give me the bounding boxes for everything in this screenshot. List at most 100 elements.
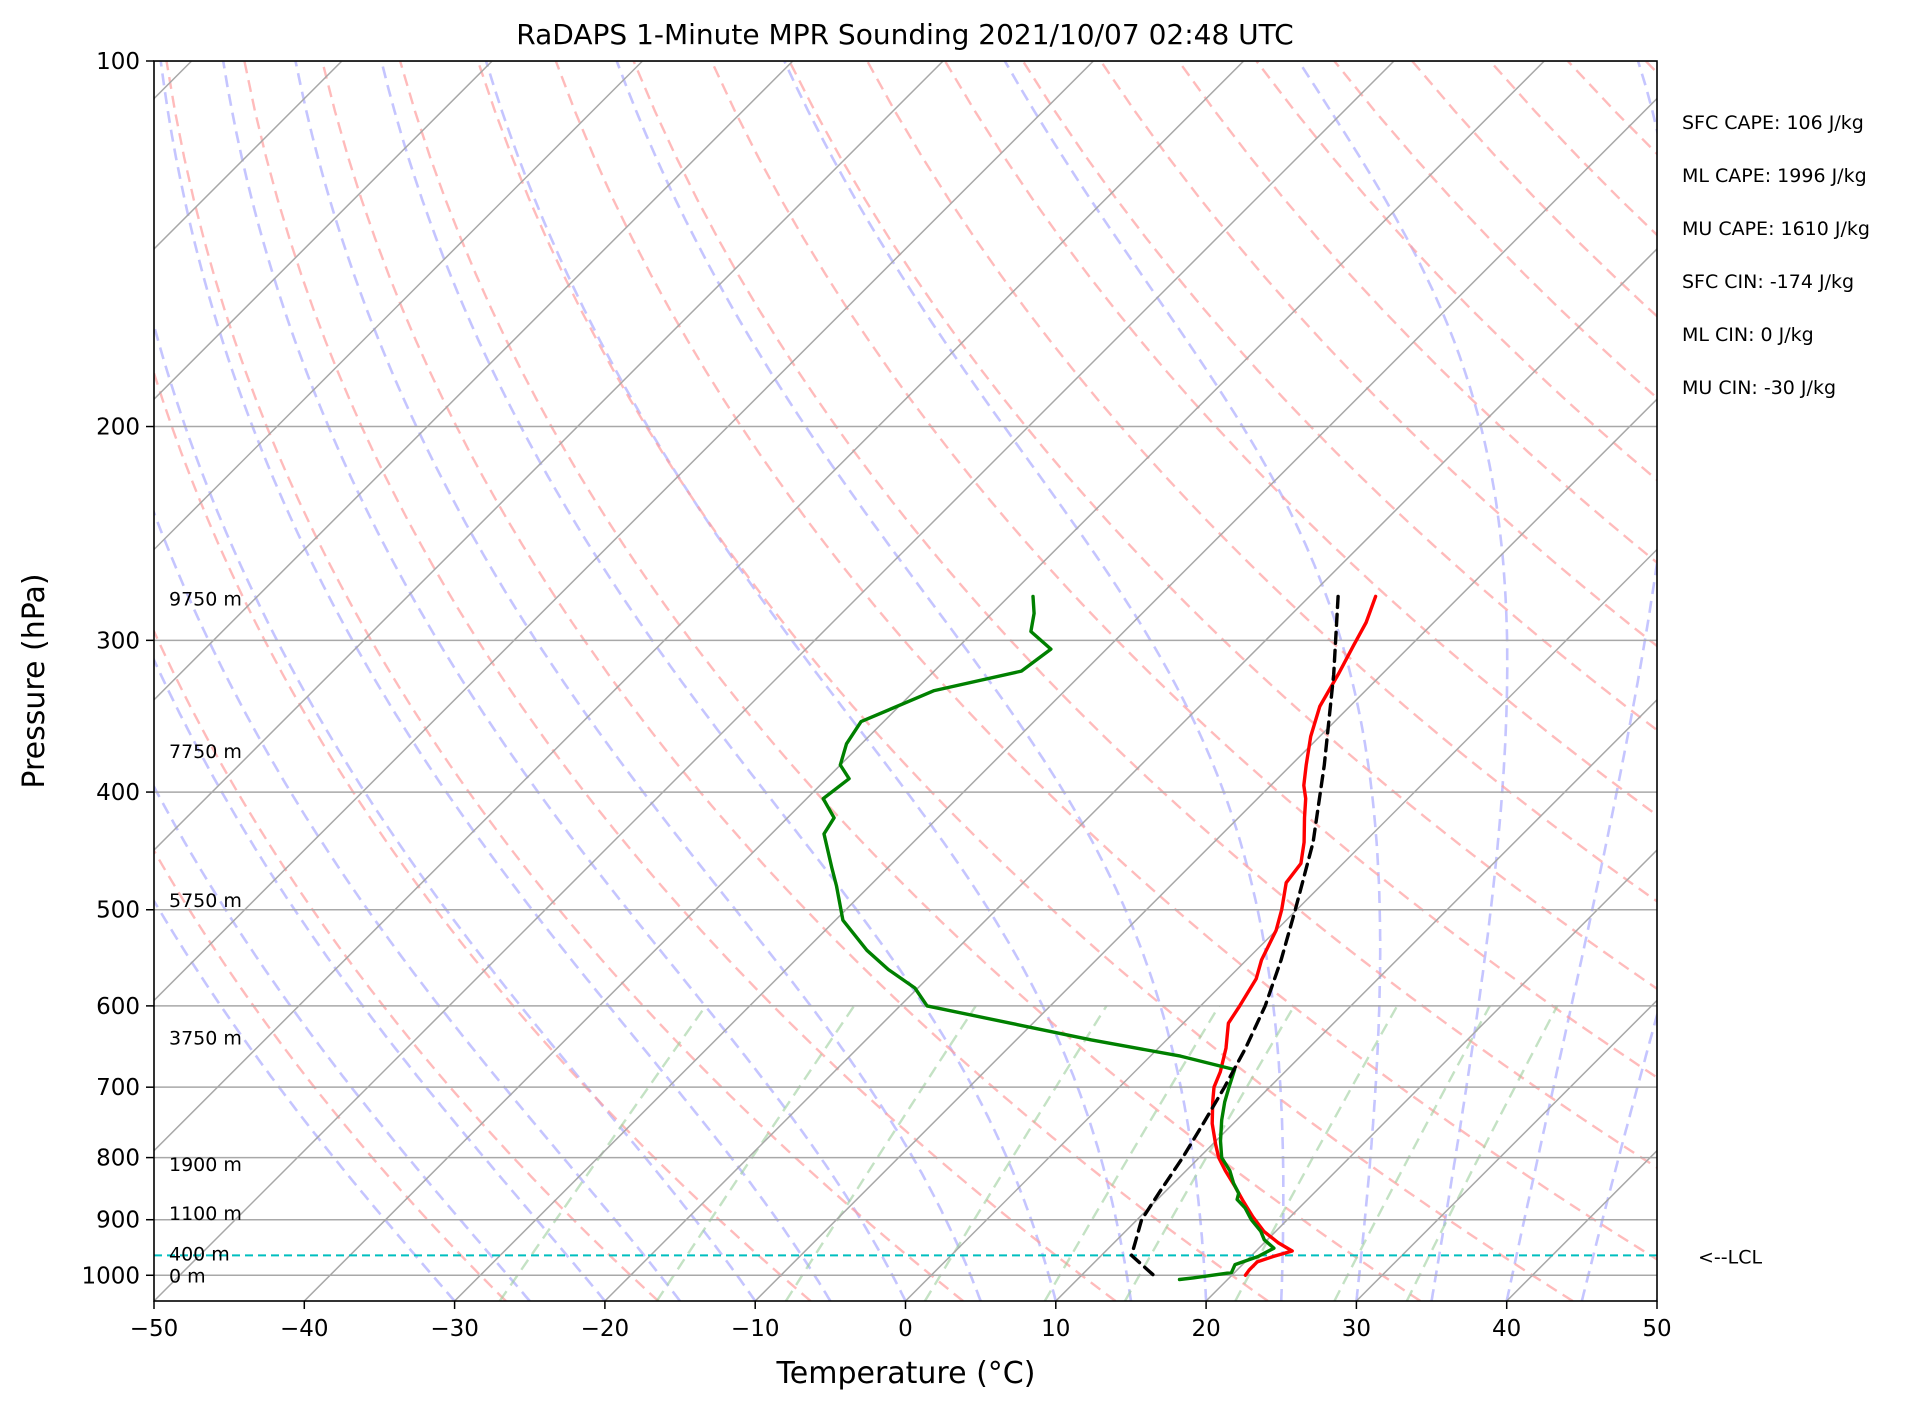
stat-line: MU CIN: -30 J/kg xyxy=(1682,377,1836,399)
dry-adiabat-line xyxy=(1724,61,1918,1301)
isotherm-line xyxy=(1355,999,1657,1301)
isotherm-line xyxy=(904,548,1657,1301)
x-tick-label: −50 xyxy=(130,1316,179,1342)
moist-adiabat-line xyxy=(1297,61,1509,1301)
x-axis-label: Temperature (°C) xyxy=(776,1356,1036,1391)
isotherm-line xyxy=(154,61,1395,1301)
height-label: 0 m xyxy=(169,1265,206,1287)
y-tick-label: 500 xyxy=(96,898,140,924)
moist-adiabat-line xyxy=(154,656,606,1301)
isotherm-grid xyxy=(154,61,1657,1301)
lcl-label: <--LCL xyxy=(1698,1246,1762,1268)
dry-adiabat-line xyxy=(788,61,1657,991)
moist-adiabat-line xyxy=(1655,1296,1657,1301)
x-axis-ticks: −50 −40 −30 −20 −10 0 10 20 30 40 50 xyxy=(130,1301,1672,1342)
dry-adiabat-line xyxy=(866,61,1657,903)
y-tick-label: 200 xyxy=(96,415,140,441)
height-label: 1100 m xyxy=(169,1203,242,1225)
mixing-ratio-line xyxy=(784,1005,977,1301)
isotherm-line xyxy=(1506,1149,1657,1301)
stat-line: ML CIN: 0 J/kg xyxy=(1682,324,1814,346)
sounding-traces xyxy=(821,594,1378,1282)
y-tick-label: 400 xyxy=(96,780,140,806)
y-axis-label: Pressure (hPa) xyxy=(17,573,52,788)
height-label: 3750 m xyxy=(169,1027,242,1049)
isotherm-line xyxy=(754,398,1657,1301)
isotherm-line xyxy=(154,61,944,852)
moist-adiabat-line xyxy=(484,61,1133,1301)
moist-adiabat-line xyxy=(159,61,832,1301)
isotherm-line xyxy=(604,247,1657,1301)
dry-adiabat-line xyxy=(154,369,812,1301)
y-tick-label: 800 xyxy=(96,1146,140,1172)
dry-adiabat-line xyxy=(1099,61,1657,648)
moist-adiabat-line xyxy=(294,61,982,1301)
isotherm-line xyxy=(1055,698,1657,1301)
dry-adiabat-line xyxy=(1566,61,1657,156)
mixing-ratio-line xyxy=(923,1005,1108,1301)
dry-adiabat-line xyxy=(154,628,660,1301)
moist-adiabat-line xyxy=(783,61,1285,1301)
y-tick-label: 100 xyxy=(96,49,140,75)
isotherm-line xyxy=(303,61,1545,1301)
sounding-trace-1 xyxy=(1210,594,1378,1278)
mixing-ratio-line xyxy=(1123,1005,1296,1301)
mixing-ratio-line xyxy=(1405,1005,1559,1301)
stat-line: ML CAPE: 1996 J/kg xyxy=(1682,165,1867,187)
height-label: 1900 m xyxy=(169,1154,242,1176)
x-tick-label: 30 xyxy=(1342,1316,1371,1342)
isotherm-line xyxy=(154,61,794,701)
sounding-trace-2 xyxy=(821,594,1276,1282)
moist-adiabat-line xyxy=(380,61,1058,1301)
dry-adiabat-line xyxy=(1644,61,1657,75)
x-tick-label: 40 xyxy=(1492,1316,1521,1342)
x-tick-label: −30 xyxy=(430,1316,479,1342)
isotherm-line xyxy=(1205,849,1657,1301)
dry-adiabat-line xyxy=(154,848,507,1301)
y-tick-label: 900 xyxy=(96,1208,140,1234)
dry-adiabat-line xyxy=(1255,61,1657,482)
dry-adiabat-line xyxy=(1489,61,1657,237)
dry-adiabat-line xyxy=(476,61,1574,1301)
height-label: 400 m xyxy=(169,1244,230,1266)
y-tick-label: 1000 xyxy=(81,1263,140,1289)
chart-title: RaDAPS 1-Minute MPR Sounding 2021/10/07 … xyxy=(516,18,1293,51)
stat-line: MU CAPE: 1610 J/kg xyxy=(1682,218,1870,240)
height-label: 5750 m xyxy=(169,890,242,912)
dry-adiabat-line xyxy=(1411,61,1657,318)
dry-adiabat-line xyxy=(554,61,1657,1261)
x-tick-label: 10 xyxy=(1041,1316,1070,1342)
x-tick-label: 20 xyxy=(1191,1316,1220,1342)
height-label: 7750 m xyxy=(169,741,242,763)
x-tick-label: −40 xyxy=(280,1316,329,1342)
moist-adiabat-line xyxy=(154,508,682,1301)
moist-adiabat-line xyxy=(615,61,1208,1301)
height-label: 9750 m xyxy=(169,588,242,610)
x-tick-label: −10 xyxy=(731,1316,780,1342)
height-labels: 9750 m 7750 m 5750 m 3750 m 1900 m 1100 m 400 … xyxy=(169,588,242,1287)
dry-adiabat-line xyxy=(1333,61,1657,400)
stat-line: SFC CAPE: 106 J/kg xyxy=(1682,112,1864,134)
isotherm-line xyxy=(154,61,493,401)
moist-adiabat-line xyxy=(154,783,531,1301)
moist-adiabat-line xyxy=(154,320,757,1301)
y-axis-ticks: 100 200 300 400 500 600 700 800 900 1000 xyxy=(81,49,154,1289)
pressure-grid xyxy=(154,61,1657,1277)
isotherm-line xyxy=(154,61,1094,1002)
isotherm-line xyxy=(1656,1299,1657,1301)
moist-adiabat-line xyxy=(1505,61,1657,1301)
mixing-ratio-lines xyxy=(498,1005,1559,1301)
moist-adiabat-line xyxy=(1003,61,1382,1301)
isotherm-line xyxy=(454,97,1657,1301)
isotherm-line xyxy=(154,61,1245,1152)
stat-line: SFC CIN: -174 J/kg xyxy=(1682,271,1854,293)
plot-area xyxy=(154,61,1918,1301)
dry-adiabat-line xyxy=(165,61,964,1301)
moist-adiabat-line xyxy=(1580,1010,1657,1301)
dry-adiabat-line xyxy=(243,61,1117,1301)
moist-adiabats xyxy=(154,61,1657,1301)
mixing-ratio-line xyxy=(655,1005,856,1301)
dry-adiabat-line xyxy=(398,61,1422,1301)
mixing-ratio-line xyxy=(1333,1005,1491,1301)
